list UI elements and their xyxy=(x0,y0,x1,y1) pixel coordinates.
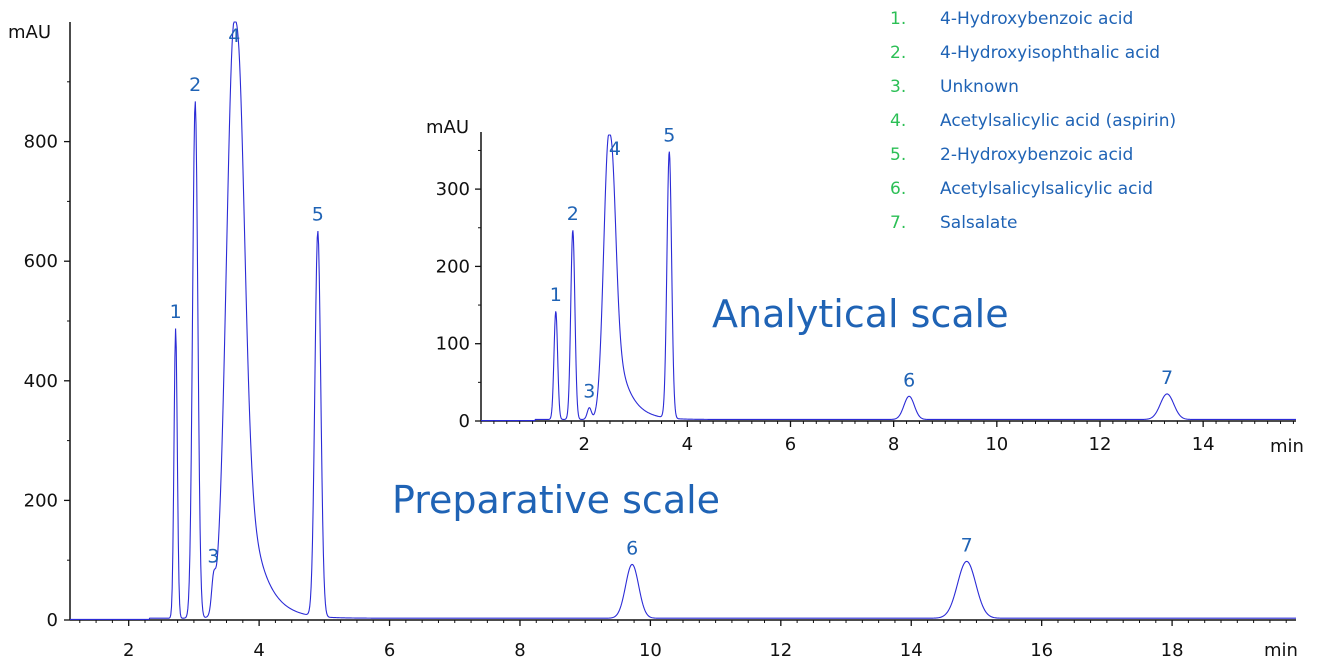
legend-item-name: Acetylsalicylic acid (aspirin) xyxy=(940,111,1176,131)
prep-trace-line xyxy=(70,21,1296,621)
prep-x-tick-label: 10 xyxy=(639,640,662,661)
legend-item-name: Unknown xyxy=(940,77,1019,97)
ana-x-tick-label: 4 xyxy=(682,434,693,455)
legend-item-number: 6. xyxy=(890,179,906,199)
prep-peak-label: 1 xyxy=(170,301,182,323)
ana-x-tick-label: 14 xyxy=(1192,434,1215,455)
prep-y-tick-label: 800 xyxy=(24,132,58,153)
ana-chart-title: Analytical scale xyxy=(712,292,1009,336)
legend-item-name: 4-Hydroxyisophthalic acid xyxy=(940,43,1160,63)
legend-item-number: 3. xyxy=(890,77,906,97)
prep-peak-label: 7 xyxy=(961,534,973,556)
prep-chart-title: Preparative scale xyxy=(392,478,720,522)
ana-peak-label: 7 xyxy=(1161,367,1173,389)
legend-item-number: 4. xyxy=(890,111,906,131)
prep-peak-label: 6 xyxy=(626,537,638,559)
legend-item-name: 4-Hydroxybenzoic acid xyxy=(940,9,1133,29)
legend-item-number: 2. xyxy=(890,43,906,63)
prep-y-tick-label: 400 xyxy=(24,371,58,392)
prep-x-tick-label: 16 xyxy=(1030,640,1053,661)
ana-x-tick-label: 2 xyxy=(578,434,589,455)
legend-item-number: 7. xyxy=(890,213,906,233)
ana-peak-label: 2 xyxy=(567,203,579,225)
prep-peak-labels: 1 2 3 4 5 6 7 xyxy=(170,25,973,567)
legend-item-name: 2-Hydroxybenzoic acid xyxy=(940,145,1133,165)
ana-x-axis-label: min xyxy=(1270,436,1304,457)
prep-peak-label: 4 xyxy=(228,25,240,47)
ana-y-axis-label: mAU xyxy=(426,117,469,138)
ana-trace-line xyxy=(481,134,1296,422)
prep-y-tick-label: 600 xyxy=(24,251,58,272)
prep-x-tick-label: 8 xyxy=(514,640,525,661)
ana-peak-label: 4 xyxy=(609,138,621,160)
prep-x-tick-label: 2 xyxy=(123,640,134,661)
ana-y-tick-label: 100 xyxy=(436,334,470,355)
ana-x-tick-label: 10 xyxy=(985,434,1008,455)
ana-peak-label: 5 xyxy=(663,124,675,146)
legend-item-name: Acetylsalicylsalicylic acid xyxy=(940,179,1153,199)
prep-x-tick-label: 4 xyxy=(253,640,264,661)
prep-x-axis-label: min xyxy=(1264,640,1298,661)
prep-peak-label: 3 xyxy=(207,545,219,567)
legend-item-name: Salsalate xyxy=(940,213,1017,233)
legend-item-number: 5. xyxy=(890,145,906,165)
prep-x-tick-label: 18 xyxy=(1161,640,1184,661)
ana-y-tick-label: 300 xyxy=(436,179,470,200)
prep-x-tick-label: 14 xyxy=(900,640,923,661)
ana-x-tick-label: 6 xyxy=(785,434,796,455)
ana-y-tick-label: 0 xyxy=(459,411,470,432)
prep-peak-label: 5 xyxy=(312,204,324,226)
ana-y-tick-label: 200 xyxy=(436,256,470,277)
ana-peak-label: 3 xyxy=(583,381,595,403)
legend-item-number: 1. xyxy=(890,9,906,29)
prep-x-tick-label: 12 xyxy=(769,640,792,661)
ana-x-tick-label: 12 xyxy=(1089,434,1112,455)
ana-x-tick-label: 8 xyxy=(888,434,899,455)
ana-peak-label: 1 xyxy=(550,284,562,306)
prep-y-tick-label: 200 xyxy=(24,490,58,511)
ana-peak-labels: 1 2 3 4 5 6 7 xyxy=(550,124,1173,402)
prep-y-tick-label: 0 xyxy=(47,610,58,631)
prep-peak-label: 2 xyxy=(189,74,201,96)
prep-x-tick-label: 6 xyxy=(384,640,395,661)
prep-y-axis-label: mAU xyxy=(8,22,51,43)
legend: 1. 4-Hydroxybenzoic acid 2. 4-Hydroxyisopht… xyxy=(890,9,1176,233)
ana-peak-label: 6 xyxy=(903,369,915,391)
